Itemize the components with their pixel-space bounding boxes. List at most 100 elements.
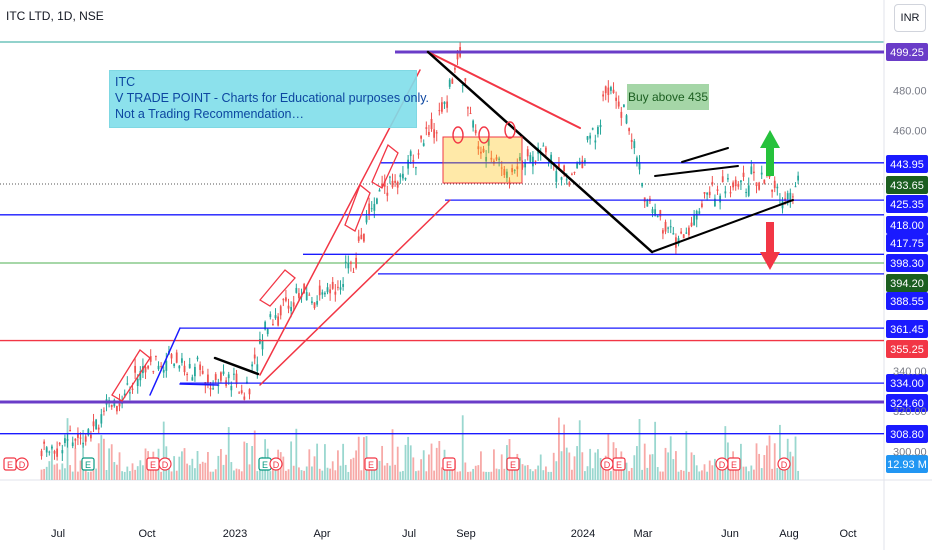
consolidation-box[interactable] [442,136,523,184]
volume-bar [500,454,503,480]
price-label-bg [886,195,928,213]
candle-body [407,159,410,169]
note-line-2: V TRADE POINT - Charts for Educational p… [115,91,430,105]
earnings-marker[interactable] [727,457,741,471]
volume-bar [79,460,82,480]
flag-pattern[interactable] [344,183,371,232]
flag-pattern[interactable] [111,349,151,402]
earnings-marker[interactable] [506,457,520,471]
earnings-marker[interactable] [442,457,456,471]
x-tick-label: Jul [51,528,65,540]
candle-body [422,143,425,146]
black-trend-up[interactable] [651,199,794,253]
candle-body [318,285,321,296]
black-short-trend[interactable] [213,356,260,376]
blue-small-trend[interactable] [149,327,181,396]
event-marker-label: E [510,460,516,470]
candle-body [594,140,597,143]
red-trend-down[interactable] [427,51,581,129]
volume-bar [339,465,342,480]
candle-body [308,294,311,296]
volume-bar [763,455,766,480]
volume-bar [329,468,332,480]
volume-bar [628,471,631,480]
volume-bar [747,471,750,480]
price-label: 417.75 [890,238,924,250]
earnings-marker[interactable] [81,457,95,471]
volume-bar [656,467,659,480]
red-channel-lower[interactable] [259,199,451,386]
volume-bar [472,468,475,480]
volume-bar [425,471,428,480]
candle-body [209,387,212,390]
currency-button[interactable]: INR [894,4,926,32]
dividend-marker[interactable] [269,457,283,471]
volume-bar [721,461,724,480]
volume-bar [651,454,654,480]
volume-bar [467,471,469,480]
price-label-bg [886,216,928,234]
x-tick-label: 2024 [571,528,595,540]
buy-above-label[interactable]: Buy above 435 [627,84,709,110]
candle-body [246,381,248,383]
candle-body [235,373,238,385]
black-upper-break[interactable] [681,147,729,163]
candle-body [490,157,493,160]
volume-bar [428,454,430,480]
volume-bar [290,441,293,480]
volume-bar [303,470,306,480]
volume-bar [482,471,485,480]
candle-body [274,315,277,319]
volume-bar [181,451,183,480]
volume-bar [766,445,768,480]
volume-bar [565,447,568,480]
blue-small-base[interactable] [179,383,219,386]
volume-bar [209,471,212,480]
circle-marker[interactable] [504,121,516,139]
dividend-marker[interactable] [15,457,29,471]
candle-body [277,316,280,326]
volume-bar [755,443,758,480]
price-label-bg [886,340,928,358]
volume-bar [238,469,241,480]
volume-bar [199,463,202,480]
circle-marker[interactable] [478,126,490,144]
candle-body [633,141,636,149]
arrow-down-icon[interactable] [760,222,780,270]
candle-body [659,210,662,217]
volume-bar [118,452,121,480]
candle-body [123,393,126,396]
volume-bar [740,443,742,480]
candle-body [386,192,389,196]
candle-body [480,151,482,154]
candle-body [448,79,451,87]
candle-body [269,314,272,318]
candle-body [396,181,399,188]
earnings-marker[interactable] [612,457,626,471]
black-consolidation-top[interactable] [654,165,739,177]
candle-body [467,107,469,109]
black-trend-down[interactable] [426,50,654,254]
candle-body [363,233,365,242]
candle-body [82,442,85,444]
dividend-marker[interactable] [777,457,791,471]
horizontal-levels[interactable] [0,50,884,435]
flag-pattern[interactable] [371,143,399,189]
circle-marker[interactable] [452,126,464,144]
candle-body [555,171,558,182]
event-marker-label: E [616,460,622,470]
candle-body [729,192,732,194]
volume-bar [594,452,597,480]
earnings-marker[interactable] [364,457,378,471]
volume-bar [498,469,501,480]
candle-body [347,262,350,269]
candle-body [285,297,287,301]
volume-bar [162,421,165,480]
flag-pattern[interactable] [259,269,296,307]
arrow-up-icon[interactable] [760,130,780,176]
candle-body [776,186,779,189]
dividend-marker[interactable] [158,457,172,471]
volume-bar [526,465,529,480]
educational-note[interactable]: ITC V TRADE POINT - Charts for Education… [109,70,430,128]
